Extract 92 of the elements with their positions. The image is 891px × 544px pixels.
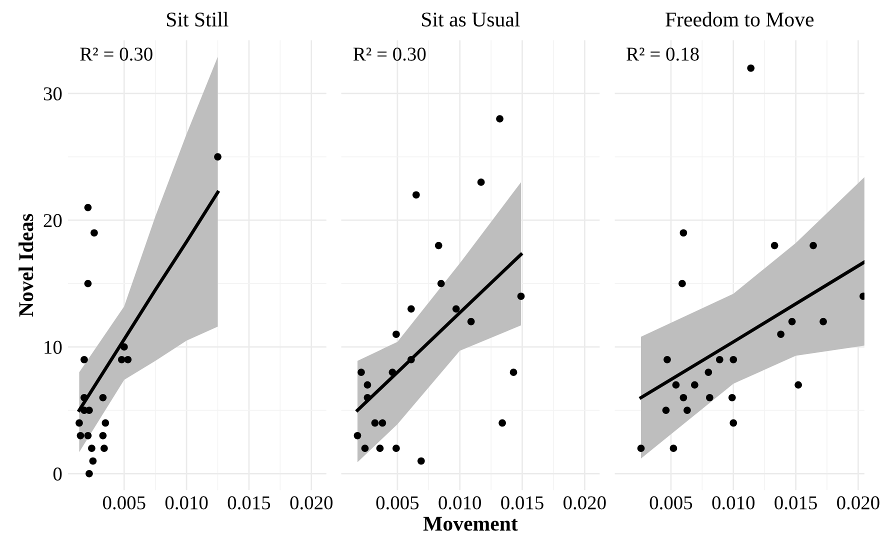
chart-title: Sit as Usual	[422, 12, 520, 27]
line-series	[78, 190, 220, 412]
point	[517, 292, 525, 300]
point	[102, 419, 110, 427]
point	[452, 305, 460, 313]
x-tick-label: 0.015	[228, 496, 270, 510]
point	[80, 394, 88, 402]
point	[214, 153, 222, 161]
point	[664, 356, 671, 364]
x-tick-label: 0.020	[290, 496, 333, 510]
point	[691, 381, 698, 389]
point	[417, 457, 425, 465]
point	[86, 470, 93, 478]
point	[434, 242, 442, 250]
point	[80, 356, 88, 364]
point	[407, 356, 415, 364]
point	[730, 419, 738, 427]
point	[788, 318, 796, 326]
point	[777, 330, 784, 338]
point	[637, 444, 645, 452]
x-tick-label: 0.010	[712, 496, 755, 510]
point	[680, 394, 688, 402]
point	[672, 381, 680, 389]
point	[498, 419, 506, 427]
x-tick-label: 0.010	[165, 496, 208, 510]
point	[407, 305, 415, 313]
x-tick-label: 0.005	[103, 496, 146, 510]
point	[680, 229, 688, 237]
x-tick-label: 0.020	[837, 496, 880, 510]
point	[496, 115, 504, 123]
point	[510, 368, 518, 376]
point	[89, 457, 97, 465]
point	[364, 381, 372, 389]
point	[810, 242, 817, 250]
x-tick-label: 0.005	[650, 496, 692, 510]
x-tick-label: 0.010	[438, 496, 481, 510]
point	[662, 406, 670, 414]
point	[412, 191, 420, 199]
point	[388, 368, 396, 376]
point	[706, 394, 714, 402]
point	[730, 356, 738, 364]
point	[364, 394, 372, 402]
point	[99, 432, 107, 440]
point	[747, 64, 755, 72]
chart-title: Freedom to Move	[666, 12, 814, 27]
y-axis-title: Novel Ideas	[18, 214, 34, 317]
point	[118, 356, 126, 364]
y-tick-label: 30	[44, 87, 62, 100]
point	[477, 178, 485, 186]
point	[86, 406, 93, 414]
y-tick-label: 0	[53, 467, 62, 481]
chart-title: Sit Still	[167, 12, 228, 27]
point	[124, 356, 132, 364]
point	[84, 204, 92, 212]
point	[99, 394, 107, 402]
point	[392, 330, 400, 338]
annotation: R² = 0.18	[626, 48, 699, 61]
x-tick-label: 0.015	[774, 496, 817, 510]
point	[90, 229, 98, 237]
point	[84, 432, 92, 440]
x-tick-label: 0.015	[501, 496, 544, 510]
x-tick-label: 0.020	[564, 496, 606, 510]
point	[100, 444, 108, 452]
y-tick-label: 10	[44, 340, 62, 354]
point	[728, 394, 736, 402]
point	[354, 432, 362, 440]
point	[84, 280, 92, 288]
point	[820, 318, 827, 326]
point	[467, 318, 475, 326]
point	[371, 419, 379, 427]
point	[358, 368, 365, 376]
x-tick-label: 0.005	[376, 496, 419, 510]
point	[392, 444, 400, 452]
point	[684, 406, 691, 414]
point	[120, 343, 128, 351]
point	[678, 280, 686, 288]
annotation: R² = 0.30	[353, 48, 426, 61]
point	[716, 356, 724, 364]
point	[376, 444, 384, 452]
x-axis-title: Movement	[423, 516, 518, 531]
point	[361, 444, 369, 452]
point	[88, 444, 96, 452]
point	[704, 368, 712, 376]
annotation: R² = 0.30	[80, 48, 152, 61]
point	[770, 242, 778, 250]
point	[76, 432, 84, 440]
point	[794, 381, 802, 389]
point	[670, 444, 678, 452]
point	[437, 280, 445, 288]
point	[76, 419, 83, 427]
point	[378, 419, 386, 427]
y-tick-label: 20	[44, 214, 62, 228]
